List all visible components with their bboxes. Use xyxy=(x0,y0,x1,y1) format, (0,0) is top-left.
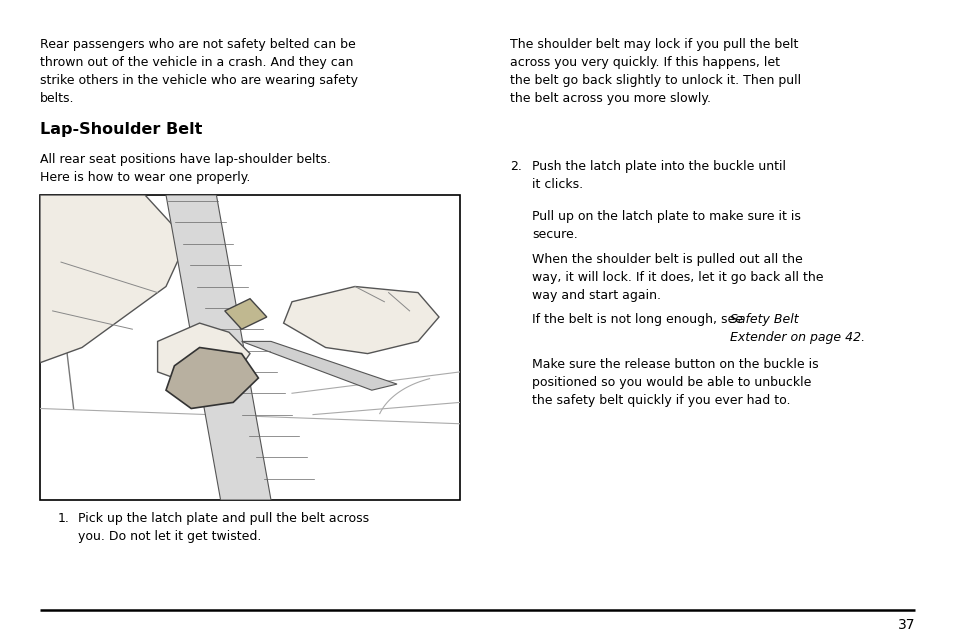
Text: Make sure the release button on the buckle is
positioned so you would be able to: Make sure the release button on the buck… xyxy=(532,358,818,407)
Polygon shape xyxy=(40,195,187,363)
Polygon shape xyxy=(241,342,396,391)
Text: Rear passengers who are not safety belted can be
thrown out of the vehicle in a : Rear passengers who are not safety belte… xyxy=(40,38,357,105)
Text: Lap-Shoulder Belt: Lap-Shoulder Belt xyxy=(40,122,202,137)
Text: Pull up on the latch plate to make sure it is
secure.: Pull up on the latch plate to make sure … xyxy=(532,210,800,241)
Text: 1.: 1. xyxy=(58,512,70,525)
Polygon shape xyxy=(283,286,438,354)
Text: If the belt is not long enough, see: If the belt is not long enough, see xyxy=(532,313,746,326)
Polygon shape xyxy=(157,323,250,384)
Polygon shape xyxy=(166,347,258,408)
Text: When the shoulder belt is pulled out all the
way, it will lock. If it does, let : When the shoulder belt is pulled out all… xyxy=(532,253,822,302)
Text: 2.: 2. xyxy=(510,160,521,173)
Text: Safety Belt
Extender on page 42.: Safety Belt Extender on page 42. xyxy=(729,313,864,344)
Polygon shape xyxy=(166,195,271,500)
Polygon shape xyxy=(225,299,267,329)
Text: 37: 37 xyxy=(897,618,914,632)
Text: All rear seat positions have lap-shoulder belts.
Here is how to wear one properl: All rear seat positions have lap-shoulde… xyxy=(40,153,331,184)
Text: Push the latch plate into the buckle until
it clicks.: Push the latch plate into the buckle unt… xyxy=(532,160,785,191)
Text: Pick up the latch plate and pull the belt across
you. Do not let it get twisted.: Pick up the latch plate and pull the bel… xyxy=(78,512,369,543)
Bar xyxy=(40,195,459,500)
Text: The shoulder belt may lock if you pull the belt
across you very quickly. If this: The shoulder belt may lock if you pull t… xyxy=(510,38,801,105)
